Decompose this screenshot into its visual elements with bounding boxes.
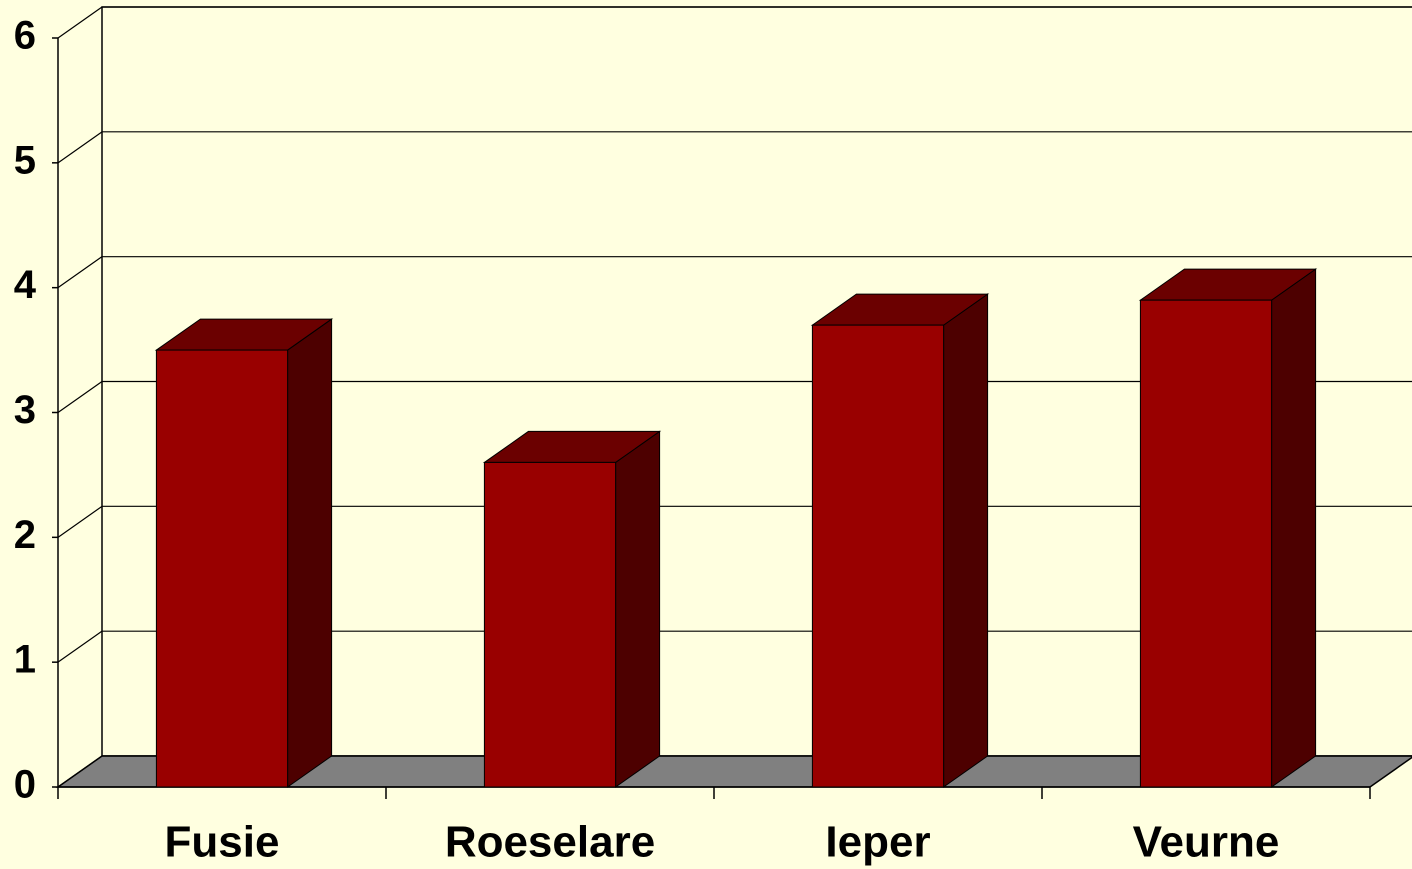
grid-line (57, 6, 103, 39)
grid-line (57, 256, 103, 289)
bar (811, 324, 945, 788)
bar-side (1271, 268, 1317, 788)
y-tick-label: 3 (14, 388, 36, 432)
x-tick-label: Fusie (165, 818, 280, 867)
x-tick-label: Veurne (1133, 818, 1280, 867)
grid-line (57, 630, 103, 663)
grid-line (57, 755, 103, 788)
bar-side (615, 430, 661, 788)
bar-side (943, 293, 989, 788)
y-tick-label: 1 (14, 638, 36, 682)
bar (155, 349, 289, 788)
bar-side (287, 318, 333, 788)
y-tick-label: 0 (14, 763, 36, 807)
grid-line (57, 131, 103, 164)
y-tick-label: 4 (14, 263, 37, 307)
bar (483, 461, 617, 788)
bar (1139, 299, 1273, 788)
y-tick-label: 5 (14, 138, 36, 182)
x-tick-label: Roeselare (445, 818, 655, 867)
grid-line (57, 381, 103, 413)
y-tick-label: 2 (14, 513, 36, 557)
y-tick-label: 6 (14, 14, 36, 58)
x-tick-label: Ieper (825, 818, 930, 867)
grid-line (57, 505, 103, 538)
